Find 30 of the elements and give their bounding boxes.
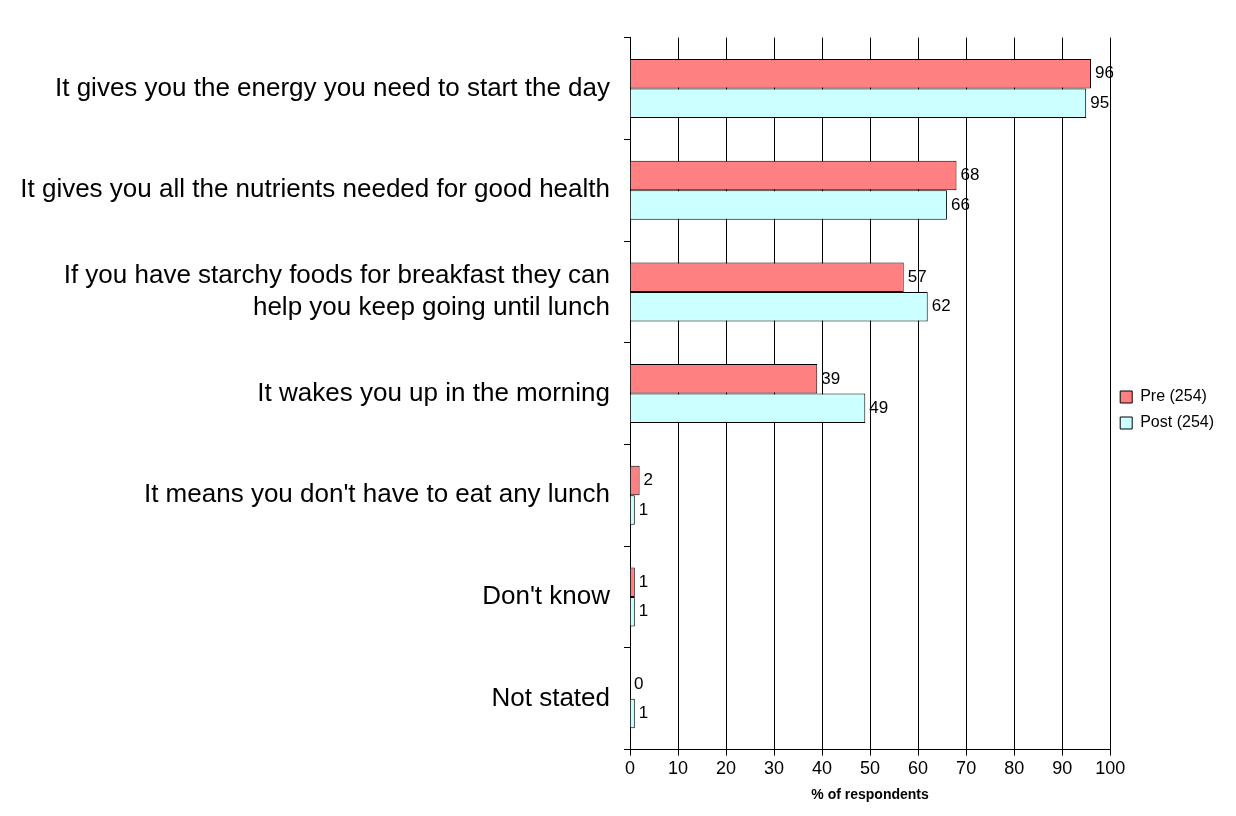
x-tick-label: 100 (1095, 758, 1126, 779)
x-tick-label: 50 (860, 758, 881, 779)
data-label: 1 (638, 571, 649, 591)
y-tick-label: It gives you the energy you need to start the day (54, 71, 610, 102)
y-tick-label: Don't know (482, 580, 611, 611)
y-tick-label: It gives you all the nutrients needed for good health (20, 173, 610, 204)
x-tick-label: 60 (908, 758, 929, 779)
x-tick-label: 0 (624, 758, 636, 779)
y-tick-label: Not stated (491, 681, 610, 712)
data-label: 1 (638, 601, 649, 621)
data-label: 62 (931, 296, 951, 316)
y-tick-label: It means you don't have to eat any lunch (143, 478, 610, 509)
data-label: 0 (634, 673, 644, 693)
x-tick-label: 40 (812, 758, 833, 779)
y-tick-label: It wakes you up in the morning (257, 376, 610, 407)
legend-label: Pre (254) (1140, 387, 1207, 405)
x-tick-label: 20 (716, 758, 737, 779)
legend-label: Post (254) (1140, 413, 1214, 431)
y-tick-label: If you have starchy foods for breakfast they can help you keep going until lunch (63, 259, 610, 321)
data-label: 95 (1090, 92, 1110, 112)
x-tick-label: 30 (764, 758, 785, 779)
data-label: 2 (643, 470, 654, 490)
data-label: 1 (638, 499, 649, 519)
data-label: 39 (821, 368, 841, 388)
x-tick-label: 80 (1004, 758, 1025, 779)
data-label: 1 (638, 703, 649, 723)
x-tick-label: 90 (1052, 758, 1073, 779)
x-tick-label: 70 (956, 758, 977, 779)
x-axis-title: % of respondents (811, 786, 930, 803)
x-tick-label: 10 (668, 758, 689, 779)
